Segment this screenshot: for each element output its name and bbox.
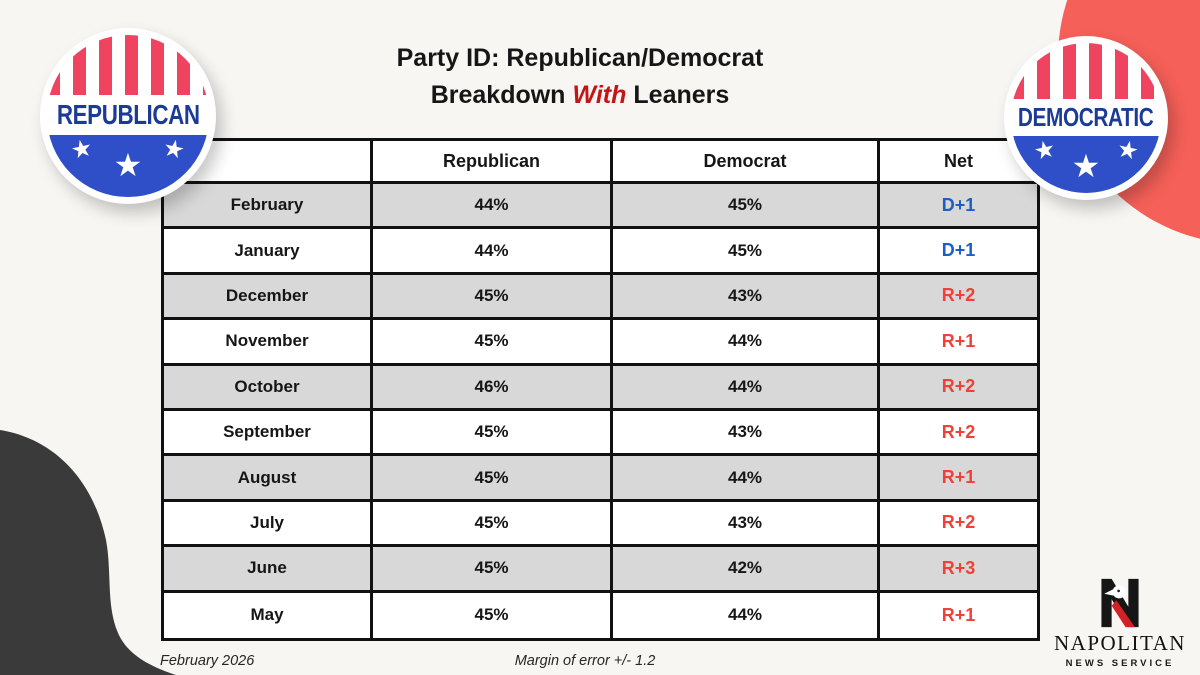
value-cell: 44% bbox=[373, 229, 613, 275]
value-cell: 44% bbox=[613, 592, 880, 638]
column-header: Democrat bbox=[613, 141, 880, 184]
republican-badge-face: REPUBLICAN ★ ★ ★ bbox=[47, 35, 209, 197]
title-line-2: Breakdown With Leaners bbox=[290, 77, 870, 114]
value-cell: 44% bbox=[613, 456, 880, 502]
democratic-badge-band: DEMOCRATIC bbox=[1011, 98, 1161, 136]
page-title: Party ID: Republican/Democrat Breakdown W… bbox=[290, 40, 870, 114]
value-cell: 43% bbox=[613, 274, 880, 321]
value-cell: 44% bbox=[613, 365, 880, 411]
value-cell: 45% bbox=[613, 184, 880, 230]
value-cell: 42% bbox=[613, 547, 880, 593]
month-cell: July bbox=[164, 501, 373, 548]
net-cell: R+1 bbox=[880, 592, 1037, 638]
month-cell: August bbox=[164, 456, 373, 502]
value-cell: 46% bbox=[373, 365, 613, 411]
title-line2-after: Leaners bbox=[633, 81, 730, 109]
net-cell: D+1 bbox=[880, 229, 1037, 275]
value-cell: 45% bbox=[373, 320, 613, 366]
star-icon: ★ bbox=[1114, 135, 1142, 166]
footer-margin-of-error: Margin of error +/- 1.2 bbox=[514, 653, 656, 669]
stripes-decoration bbox=[47, 35, 209, 95]
value-cell: 44% bbox=[613, 320, 880, 366]
column-header: Republican bbox=[373, 141, 613, 184]
poll-table: Republican Democrat Net February 44% 45% D+1 Ja… bbox=[161, 138, 1040, 641]
logo-subtitle: NEWS SERVICE bbox=[1065, 658, 1175, 669]
month-cell: November bbox=[164, 320, 373, 366]
logo-title: NAPOLITAN bbox=[1054, 631, 1186, 655]
net-cell: R+2 bbox=[880, 410, 1037, 457]
republican-badge-bottom: ★ ★ ★ bbox=[47, 135, 209, 197]
dark-corner-shape bbox=[0, 430, 176, 675]
star-icon: ★ bbox=[1030, 135, 1058, 166]
month-cell: September bbox=[164, 410, 373, 457]
napolitan-eagle-icon bbox=[1101, 578, 1139, 628]
star-icon: ★ bbox=[113, 147, 143, 184]
value-cell: 45% bbox=[373, 592, 613, 638]
net-cell: R+1 bbox=[880, 456, 1037, 502]
month-cell: December bbox=[164, 274, 373, 321]
star-icon: ★ bbox=[1071, 148, 1101, 184]
net-cell: R+3 bbox=[880, 547, 1037, 593]
value-cell: 43% bbox=[613, 501, 880, 548]
republican-badge-band: REPUBLICAN bbox=[47, 94, 209, 136]
republican-badge: REPUBLICAN ★ ★ ★ bbox=[40, 28, 216, 204]
democratic-badge-bottom: ★ ★ ★ bbox=[1011, 135, 1161, 193]
title-line2-before: Breakdown bbox=[430, 81, 566, 109]
title-line2-accent: With bbox=[572, 81, 627, 109]
value-cell: 43% bbox=[613, 410, 880, 457]
month-cell: May bbox=[164, 592, 373, 638]
democratic-badge: DEMOCRATIC ★ ★ ★ bbox=[1004, 36, 1168, 200]
net-cell: R+1 bbox=[880, 320, 1037, 366]
value-cell: 44% bbox=[373, 184, 613, 230]
month-cell: January bbox=[164, 229, 373, 275]
republican-badge-label: REPUBLICAN bbox=[56, 99, 200, 131]
net-cell: R+2 bbox=[880, 501, 1037, 548]
value-cell: 45% bbox=[373, 456, 613, 502]
title-line-1: Party ID: Republican/Democrat bbox=[396, 44, 764, 72]
net-cell: R+2 bbox=[880, 274, 1037, 321]
democratic-badge-label: DEMOCRATIC bbox=[1018, 101, 1154, 132]
value-cell: 45% bbox=[613, 229, 880, 275]
month-cell: June bbox=[164, 547, 373, 593]
napolitan-logo: NAPOLITAN NEWS SERVICE bbox=[1048, 577, 1192, 669]
value-cell: 45% bbox=[373, 547, 613, 593]
star-icon: ★ bbox=[160, 134, 188, 166]
footer-date: February 2026 bbox=[160, 653, 255, 669]
democratic-badge-face: DEMOCRATIC ★ ★ ★ bbox=[1011, 43, 1161, 193]
value-cell: 45% bbox=[373, 274, 613, 321]
star-icon: ★ bbox=[68, 134, 96, 166]
net-cell: R+2 bbox=[880, 365, 1037, 411]
value-cell: 45% bbox=[373, 410, 613, 457]
net-cell: D+1 bbox=[880, 184, 1037, 230]
month-cell: October bbox=[164, 365, 373, 411]
value-cell: 45% bbox=[373, 501, 613, 548]
